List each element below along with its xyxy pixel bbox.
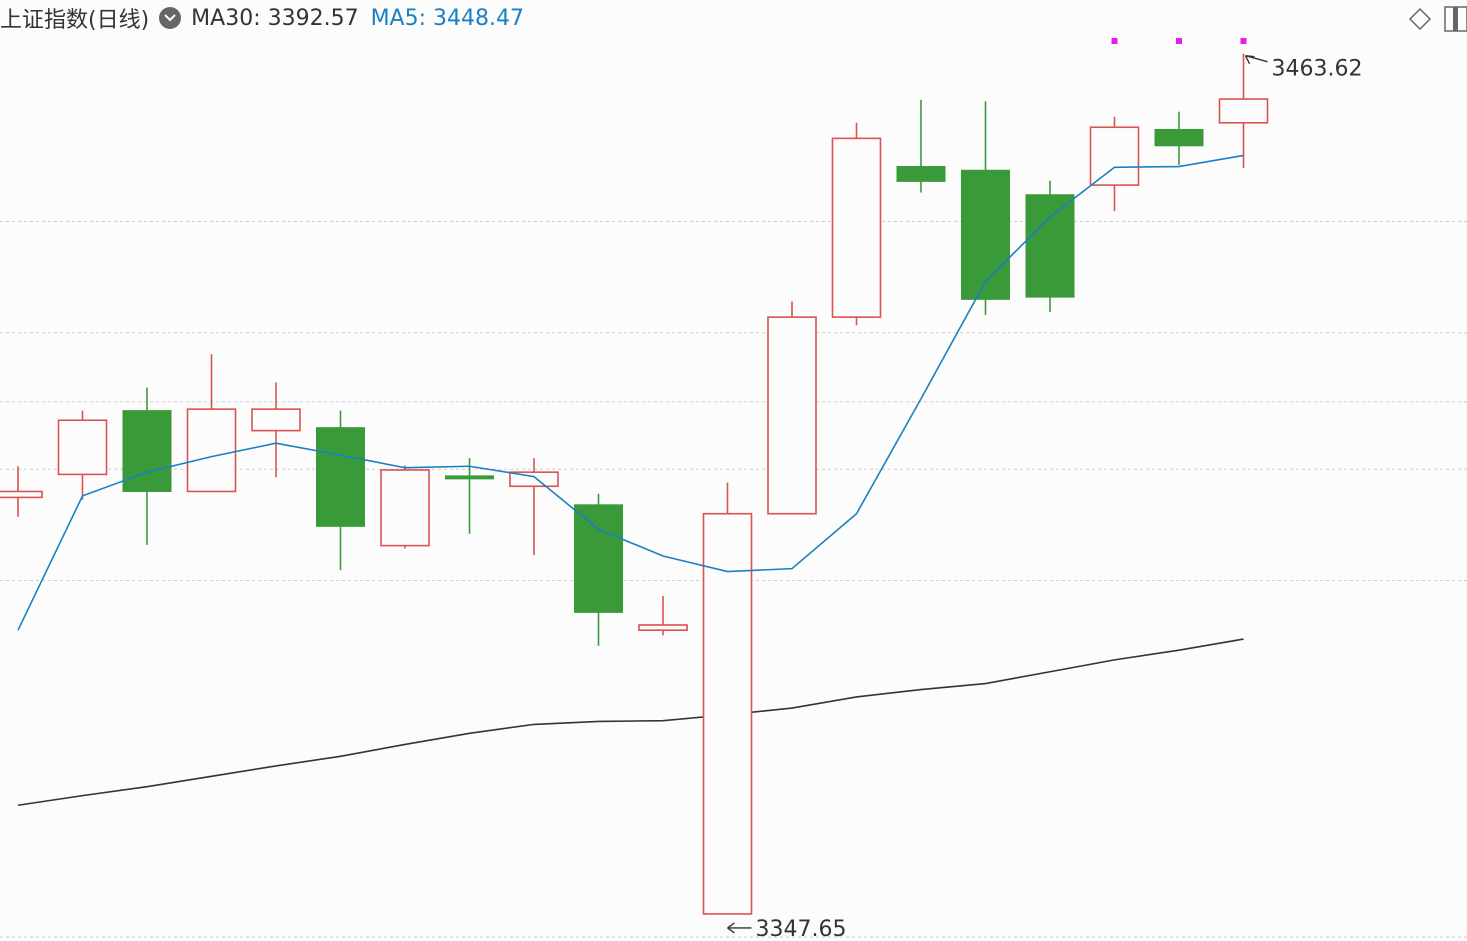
candle-down bbox=[122, 387, 172, 545]
candle-body bbox=[831, 137, 882, 318]
candle-down bbox=[896, 99, 946, 193]
candle-body bbox=[638, 624, 688, 631]
candle-up bbox=[251, 382, 301, 478]
high-annotation: 3463.62 bbox=[1244, 54, 1363, 82]
candle-up bbox=[1089, 116, 1140, 212]
candle-body bbox=[122, 410, 172, 492]
candle-body bbox=[0, 490, 43, 499]
low-annotation: 3347.65 bbox=[727, 917, 847, 941]
candle-body bbox=[509, 471, 559, 488]
arrow-head bbox=[1244, 54, 1255, 64]
candle-up bbox=[638, 596, 688, 636]
candle-down bbox=[961, 101, 1010, 315]
high-price-label: 3463.62 bbox=[1272, 57, 1363, 82]
candle-body bbox=[445, 475, 494, 480]
candle-body bbox=[1218, 98, 1269, 124]
candle-up bbox=[831, 122, 882, 326]
candle-up bbox=[509, 458, 559, 556]
candle-body bbox=[251, 408, 301, 432]
candle-body bbox=[961, 169, 1010, 300]
ma30-line bbox=[17, 638, 1244, 807]
candle-down bbox=[574, 493, 623, 646]
candle-down bbox=[316, 410, 365, 571]
chart-header: 上证指数(日线) MA30: 3392.57 MA5: 3448.47 bbox=[0, 0, 524, 36]
signal-marker bbox=[1111, 38, 1118, 44]
index-title: 上证指数(日线) bbox=[0, 8, 150, 33]
signal-marker bbox=[1176, 38, 1182, 44]
arrow-head bbox=[727, 922, 735, 934]
ma30-series bbox=[17, 638, 1244, 807]
candle-body bbox=[316, 427, 365, 527]
ma30-value: MA30: 3392.57 bbox=[191, 5, 359, 31]
candle-body bbox=[1154, 128, 1204, 147]
ma-toggle-chevron-down-icon[interactable] bbox=[159, 7, 182, 29]
candle-up bbox=[767, 301, 817, 515]
markers bbox=[1111, 38, 1247, 44]
panel-toggle-icon[interactable] bbox=[1443, 5, 1467, 33]
candle-body bbox=[1025, 194, 1075, 298]
candle-up bbox=[0, 466, 43, 517]
candle-body bbox=[380, 469, 430, 547]
candle-body bbox=[186, 408, 237, 493]
candle-up bbox=[1218, 53, 1269, 169]
diamond-icon[interactable] bbox=[1408, 7, 1432, 31]
candle-body bbox=[57, 419, 108, 476]
candles bbox=[0, 53, 1269, 915]
signal-marker bbox=[1240, 38, 1247, 44]
candle-up bbox=[186, 354, 237, 493]
candle-up bbox=[702, 482, 753, 915]
candle-body bbox=[896, 166, 946, 182]
low-price-label: 3347.65 bbox=[756, 917, 847, 941]
candle-up bbox=[57, 410, 108, 500]
price-annotations: 3463.62 3347.65 bbox=[727, 54, 1363, 941]
candle-body bbox=[574, 504, 623, 613]
candle-up bbox=[380, 465, 430, 549]
ma5-series bbox=[17, 154, 1244, 631]
candle-body bbox=[702, 512, 753, 915]
candle-down bbox=[1025, 180, 1075, 312]
candle-body bbox=[1089, 126, 1140, 186]
candle-down bbox=[1154, 111, 1204, 166]
candle-body bbox=[767, 316, 817, 515]
ma5-line bbox=[17, 154, 1244, 631]
ma5-value: MA5: 3448.47 bbox=[370, 5, 524, 31]
